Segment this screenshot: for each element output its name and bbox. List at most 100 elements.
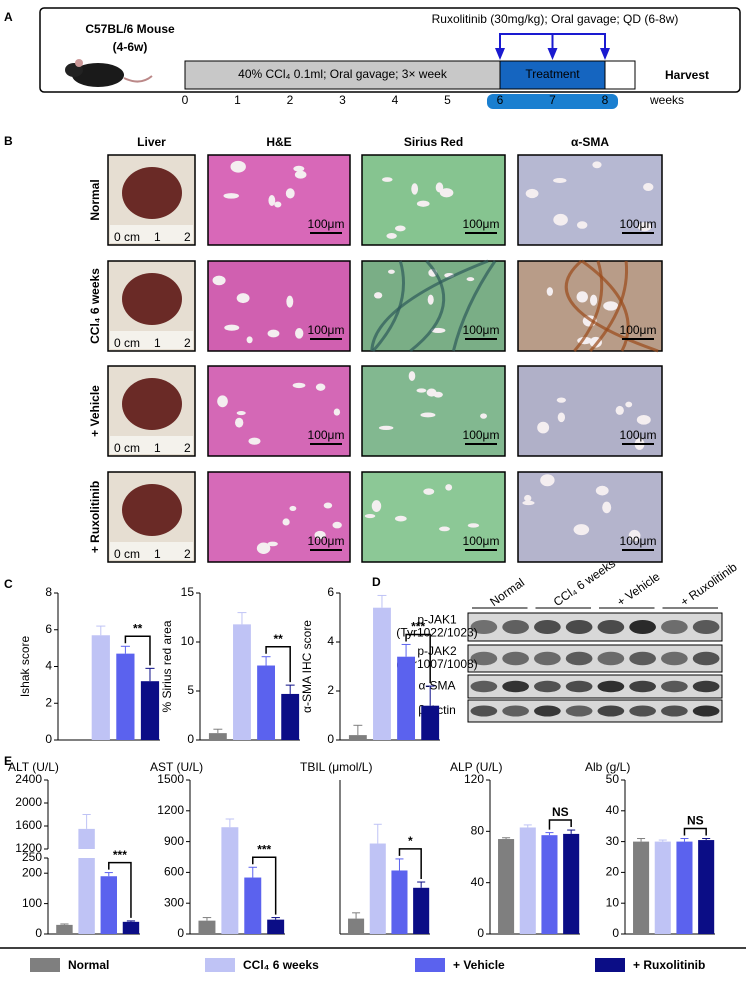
histology-image: [517, 471, 663, 563]
significance-label: ***: [113, 848, 127, 862]
bar: [221, 827, 239, 934]
blot-group-label: + Vehicle: [614, 569, 662, 609]
y-tick-label: 30: [606, 834, 620, 848]
column-header: Liver: [137, 135, 166, 149]
y-tick-label: 120: [464, 772, 484, 786]
vessel: [423, 488, 435, 495]
week-tick-label: 8: [602, 93, 609, 107]
bar: [633, 841, 650, 934]
vessel: [524, 494, 532, 502]
row-label: Normal: [88, 179, 102, 220]
vessel: [314, 530, 326, 540]
y-tick-label: 900: [164, 834, 184, 848]
blot-band: [470, 680, 498, 693]
blot-band: [534, 705, 561, 717]
vessel: [246, 336, 253, 344]
scale-bar-label: 100μm: [620, 323, 657, 337]
blot-band: [565, 620, 593, 634]
bar: [78, 828, 95, 849]
fibrosis: [409, 259, 446, 353]
ruler-label: 2: [184, 547, 191, 561]
fibrosis: [589, 260, 629, 353]
vessel: [267, 329, 280, 338]
blot-band: [661, 705, 688, 717]
column-header: α-SMA: [571, 135, 609, 149]
blot-band: [629, 680, 656, 693]
bar: [676, 841, 693, 934]
significance-label: **: [133, 621, 143, 635]
blot-group-label: + Ruxolitinib: [678, 560, 740, 609]
protein-label: α-SMA: [419, 679, 456, 693]
row-label: + Vehicle: [88, 385, 102, 437]
vessel: [394, 515, 407, 522]
vessel: [378, 425, 394, 431]
vessel: [573, 524, 590, 536]
fibrosis: [564, 259, 659, 353]
vessel: [480, 413, 487, 419]
blot-band: [565, 680, 593, 693]
y-tick-label: 0: [327, 732, 334, 746]
blot-band: [692, 680, 720, 693]
histology-image: [517, 260, 663, 352]
vessel: [636, 414, 651, 425]
week-tick-label: 2: [287, 93, 294, 107]
vessel: [433, 391, 443, 398]
significance-label: NS: [687, 814, 704, 828]
histology-image: [207, 471, 351, 563]
scale-bar-label: 100μm: [620, 217, 657, 231]
chart-title: ALP (U/L): [450, 760, 502, 774]
blot-band: [597, 680, 625, 693]
histology-image: [361, 471, 506, 563]
y-tick-label: 1200: [15, 841, 42, 855]
vessel: [217, 395, 228, 408]
vessel: [439, 188, 454, 198]
vessel: [364, 514, 376, 519]
bar: [257, 665, 275, 740]
vessel: [223, 193, 239, 199]
y-tick-label: 20: [606, 865, 620, 879]
ruler-label: 0 cm: [114, 336, 140, 350]
row-label: CCl₄ 6 weeks: [88, 268, 102, 344]
panel-a-frame: [39, 7, 741, 93]
y-tick-label: 2: [327, 683, 334, 697]
legend-label: + Vehicle: [453, 958, 505, 972]
vessel: [602, 501, 612, 514]
liver-photo: [122, 484, 182, 536]
bar: [541, 835, 558, 934]
legend-label: CCl₄ 6 weeks: [243, 958, 319, 972]
model-bar-label: 40% CCl₄ 0.1ml; Oral gavage; 3× week: [238, 67, 448, 81]
blot-band: [629, 651, 656, 666]
vessel: [643, 183, 654, 192]
scale-bar-label: 100μm: [463, 534, 500, 548]
vessel: [236, 410, 246, 416]
ruler-label: 1: [154, 441, 161, 455]
vessel: [212, 275, 226, 286]
bar: [413, 887, 430, 934]
y-tick-label: 8: [45, 585, 52, 599]
vessel: [371, 500, 382, 512]
blot-band: [661, 651, 688, 666]
ruler-label: 0 cm: [114, 547, 140, 561]
vessel: [230, 160, 246, 173]
bar: [698, 840, 715, 934]
vessel: [315, 383, 326, 391]
vessel: [615, 405, 624, 415]
bar: [233, 624, 251, 740]
histology-image: [207, 365, 351, 457]
bar: [198, 920, 216, 934]
significance-label: NS: [552, 805, 569, 819]
scale-bar-label: 100μm: [620, 428, 657, 442]
treatment-bar-label: Treatment: [525, 67, 580, 81]
scale-bar-label: 100μm: [308, 534, 345, 548]
vessel: [522, 500, 535, 506]
mouse-age: (4-6w): [113, 40, 148, 54]
ruler-label: 2: [184, 230, 191, 244]
vessel: [553, 213, 568, 226]
bar: [100, 876, 117, 934]
blot-band: [502, 620, 529, 634]
vessel: [293, 165, 305, 172]
dose-arrowhead: [495, 48, 505, 60]
fibrosis: [581, 259, 630, 352]
y-tick-label: 250: [22, 850, 42, 864]
